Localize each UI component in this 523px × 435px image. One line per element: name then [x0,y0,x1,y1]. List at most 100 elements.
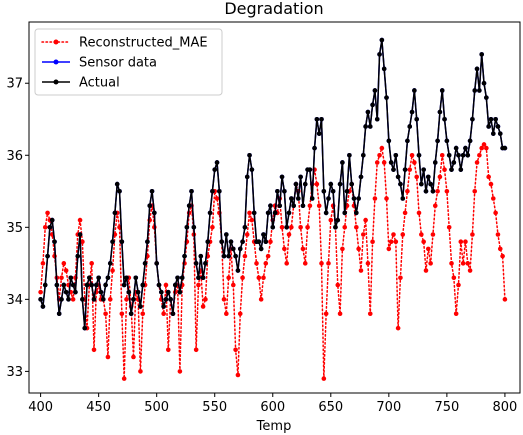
data-point [258,246,264,252]
data-point [477,152,482,158]
data-point [205,239,211,245]
data-point [293,181,299,187]
data-point [349,181,354,187]
data-point [400,196,406,201]
data-point [98,289,104,295]
data-point [131,354,136,360]
data-point [233,347,238,353]
data-point [177,369,183,374]
data-point [370,239,375,245]
data-point [435,138,440,144]
data-point [258,297,264,302]
data-point [138,304,143,309]
data-point [198,253,204,259]
data-point [463,239,468,245]
legend-marker [53,79,59,85]
data-point [497,131,503,136]
data-point [421,167,426,172]
data-point [45,210,50,216]
data-point [481,80,487,86]
data-point [337,311,343,317]
data-point [38,289,43,295]
x-tick-label: 400 [28,400,53,415]
data-point [77,217,83,223]
data-point [119,239,125,245]
legend-entry: Sensor data [42,56,157,71]
data-point [279,225,285,230]
data-point [474,160,480,165]
data-point [56,311,62,317]
data-point [426,174,431,180]
data-point [59,275,64,281]
data-point [497,246,503,252]
data-point [84,282,90,288]
data-point [256,239,262,245]
data-point [135,289,141,295]
data-point [165,347,171,353]
data-point [407,167,413,172]
data-point [486,174,491,180]
data-point [460,261,466,266]
data-point [282,188,287,194]
data-point [388,160,394,165]
data-point [381,160,387,165]
data-point [96,275,101,281]
data-point [372,88,378,93]
data-point [388,239,394,245]
data-point [242,225,248,230]
data-point [481,142,487,147]
data-point [286,232,292,237]
data-point [154,261,159,266]
data-point [456,282,461,288]
data-point [89,261,94,266]
data-point [117,188,122,194]
data-point [309,196,315,201]
data-point [124,275,129,281]
data-point [314,181,320,187]
data-point [175,275,180,281]
data-point [63,268,69,273]
legend-marker [53,59,59,65]
data-point [354,210,359,216]
data-point [356,246,361,252]
data-point [179,275,185,281]
data-point [470,116,475,122]
data-point [103,282,108,288]
data-point [451,275,457,281]
x-tick-label: 500 [144,400,169,415]
data-point [453,311,459,317]
data-point [316,131,322,136]
data-point [124,297,129,302]
data-point [432,203,438,208]
data-point [42,225,48,230]
x-tick-label: 450 [86,400,111,415]
data-point [128,311,134,317]
data-point [277,203,283,208]
data-point [470,232,475,237]
data-point [444,188,450,194]
data-point [249,167,255,172]
legend: Reconstructed_MAE Sensor data Actual [34,28,223,96]
series-actual [38,37,508,331]
data-point [430,188,436,194]
data-point [442,167,447,172]
data-point [161,304,166,309]
x-tick-label: 700 [376,400,401,415]
data-point [488,116,494,122]
data-point [147,203,153,208]
data-point [212,167,218,172]
data-point [265,253,271,259]
data-point [419,181,424,187]
data-point [384,95,389,100]
data-point [340,246,345,252]
y-tick-label: 37 [6,77,23,92]
data-point [268,203,273,208]
data-point [142,261,148,266]
data-point [170,311,176,317]
data-point [484,95,489,100]
data-point [323,311,329,317]
data-point [247,152,252,158]
data-point [381,66,387,72]
data-point [335,217,341,223]
data-point [286,210,292,216]
